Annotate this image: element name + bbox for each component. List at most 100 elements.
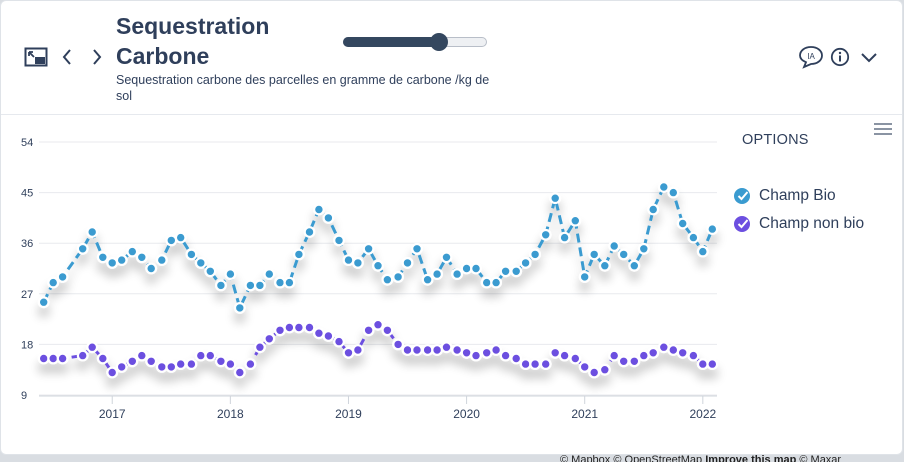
data-point[interactable] (696, 358, 709, 371)
data-point[interactable] (460, 346, 473, 359)
chevron-right-icon[interactable] (88, 45, 106, 69)
data-point[interactable] (126, 245, 139, 258)
data-point[interactable] (342, 346, 355, 359)
data-point[interactable] (86, 226, 99, 238)
data-point[interactable] (47, 352, 60, 365)
data-point[interactable] (47, 276, 60, 289)
data-point[interactable] (233, 301, 246, 314)
data-point[interactable] (96, 352, 109, 365)
data-point[interactable] (431, 268, 444, 281)
data-point[interactable] (263, 268, 276, 281)
data-point[interactable] (706, 358, 719, 371)
data-point[interactable] (224, 268, 237, 281)
data-point[interactable] (480, 276, 493, 289)
chevron-down-icon[interactable] (859, 48, 879, 66)
data-point[interactable] (185, 248, 198, 261)
data-point[interactable] (381, 324, 394, 337)
data-point[interactable] (667, 344, 680, 356)
data-point[interactable] (578, 270, 591, 283)
data-point[interactable] (145, 262, 158, 275)
data-point[interactable] (135, 349, 148, 362)
data-point[interactable] (322, 211, 335, 224)
data-point[interactable] (676, 217, 689, 230)
data-point[interactable] (165, 234, 178, 247)
data-point[interactable] (411, 242, 423, 255)
data-point[interactable] (56, 352, 69, 365)
data-point[interactable] (490, 276, 503, 289)
info-icon[interactable] (830, 47, 850, 67)
ai-chat-icon[interactable]: IA (798, 45, 824, 69)
data-point[interactable] (647, 203, 660, 216)
data-point[interactable] (362, 242, 375, 255)
data-point[interactable] (333, 335, 345, 348)
data-point[interactable] (539, 358, 552, 371)
data-point[interactable] (549, 192, 562, 205)
data-point[interactable] (76, 242, 89, 255)
data-point[interactable] (233, 366, 246, 379)
data-point[interactable] (194, 256, 207, 269)
data-point[interactable] (96, 251, 109, 264)
data-point[interactable] (637, 349, 650, 362)
data-point[interactable] (431, 344, 444, 356)
data-point[interactable] (608, 240, 621, 252)
data-point[interactable] (86, 341, 99, 354)
data-point[interactable] (510, 265, 523, 278)
data-point[interactable] (411, 344, 423, 356)
data-point[interactable] (569, 352, 582, 365)
data-point[interactable] (647, 346, 660, 359)
data-point[interactable] (115, 254, 128, 267)
hamburger-menu-icon[interactable] (874, 123, 892, 137)
data-point[interactable] (115, 360, 128, 373)
data-point[interactable] (274, 276, 286, 289)
data-point[interactable] (274, 324, 286, 337)
data-point[interactable] (174, 358, 187, 371)
data-point[interactable] (470, 262, 482, 275)
data-point[interactable] (470, 349, 482, 362)
data-point[interactable] (185, 358, 198, 371)
slider-thumb[interactable] (430, 33, 449, 51)
data-point[interactable] (283, 276, 296, 289)
data-point[interactable] (588, 366, 601, 379)
data-point[interactable] (499, 349, 512, 362)
data-point[interactable] (608, 349, 621, 362)
data-point[interactable] (253, 341, 266, 354)
data-point[interactable] (244, 358, 257, 371)
data-point[interactable] (145, 355, 158, 368)
data-point[interactable] (529, 248, 541, 261)
data-point[interactable] (519, 256, 532, 269)
data-point[interactable] (224, 358, 237, 371)
data-point[interactable] (303, 321, 316, 334)
data-point[interactable] (440, 251, 453, 264)
data-point[interactable] (204, 265, 217, 278)
data-point[interactable] (558, 231, 571, 244)
data-point[interactable] (637, 242, 650, 255)
data-point[interactable] (529, 358, 541, 371)
data-point[interactable] (37, 296, 50, 309)
data-point[interactable] (214, 355, 227, 368)
data-point[interactable] (440, 341, 453, 354)
data-point[interactable] (352, 344, 364, 356)
data-point[interactable] (421, 273, 434, 286)
data-point[interactable] (106, 256, 119, 269)
data-point[interactable] (263, 332, 276, 345)
data-point[interactable] (676, 346, 689, 359)
data-point[interactable] (696, 245, 709, 258)
data-point[interactable] (421, 344, 434, 356)
data-point[interactable] (490, 344, 503, 356)
data-point[interactable] (204, 349, 217, 362)
data-point[interactable] (628, 259, 641, 272)
data-point[interactable] (657, 181, 670, 193)
legend-item-champ-non-bio[interactable]: Champ non bio (734, 215, 864, 233)
data-point[interactable] (155, 254, 168, 267)
data-point[interactable] (333, 234, 345, 247)
data-point[interactable] (499, 265, 512, 278)
data-point[interactable] (558, 349, 571, 362)
data-point[interactable] (480, 346, 493, 359)
data-point[interactable] (381, 273, 394, 286)
data-point[interactable] (342, 254, 355, 267)
data-point[interactable] (451, 344, 464, 356)
data-point[interactable] (657, 341, 670, 354)
data-point[interactable] (628, 355, 641, 368)
data-point[interactable] (706, 223, 719, 235)
data-point[interactable] (617, 355, 630, 368)
